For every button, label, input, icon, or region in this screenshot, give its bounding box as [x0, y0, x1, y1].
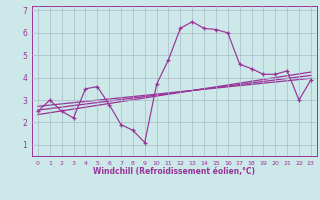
X-axis label: Windchill (Refroidissement éolien,°C): Windchill (Refroidissement éolien,°C): [93, 167, 255, 176]
